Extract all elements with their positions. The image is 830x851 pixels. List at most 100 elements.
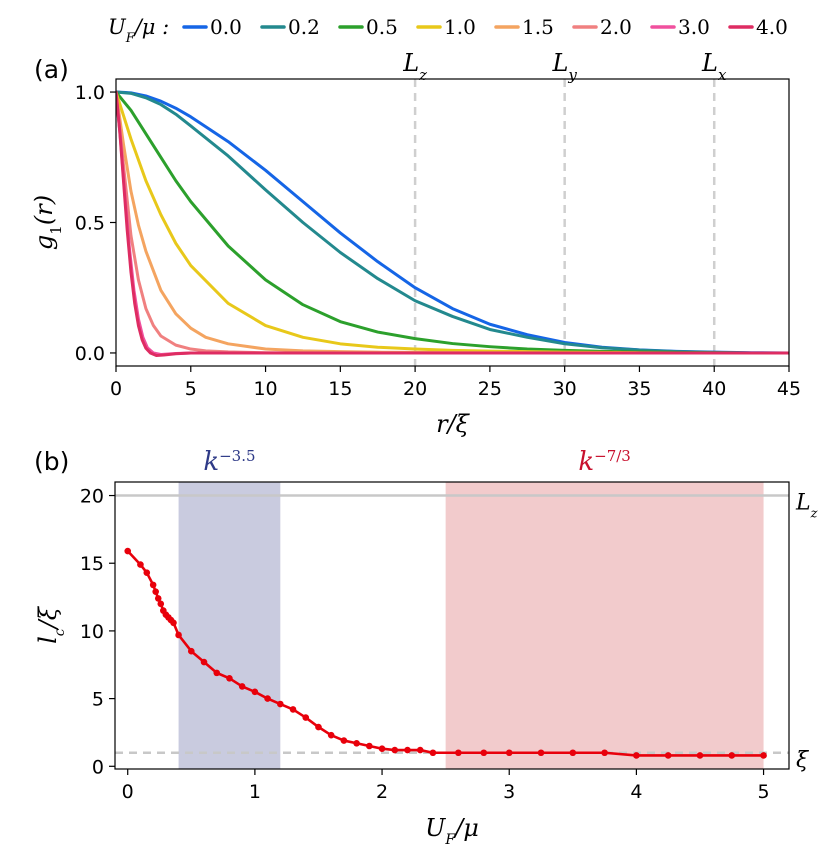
vline-label-lx: Lx [701, 49, 727, 84]
legend-label-0-0: 0.0 [210, 15, 242, 39]
lc-data-point [251, 688, 259, 696]
a-xtick-label: 15 [328, 378, 352, 400]
lc-data-point [175, 631, 182, 639]
series-line-0-0 [116, 90, 789, 355]
legend-label-0-2: 0.2 [288, 15, 320, 39]
lc-data-point [416, 746, 424, 754]
lc-data-point [289, 706, 297, 713]
lc-data-point [537, 749, 545, 757]
lc-data-point [664, 752, 672, 759]
a-xtick-label: 25 [478, 378, 502, 400]
lc-data-point [760, 752, 767, 759]
legend-label-3-0: 3.0 [678, 15, 710, 39]
b-x-ticks: 0 1 2 3 4 5 [122, 769, 770, 803]
lc-data-point [137, 561, 144, 568]
lc-data-point [327, 731, 335, 739]
a-xtick-label: 45 [777, 378, 801, 400]
lc-data-point [124, 547, 132, 555]
lc-data-point [315, 723, 322, 731]
lc-data-point [366, 742, 373, 750]
b-ytick-label: 15 [80, 553, 104, 575]
legend: UF/μ : 0.0 0.2 0.5 1.0 1.5 2.0 3.0 4.0 [108, 15, 788, 46]
a-xtick-label: 40 [702, 378, 726, 400]
a-y-ticks: 0.0 0.5 1.0 [75, 82, 116, 365]
lc-data-point [455, 749, 462, 757]
lc-data-point [340, 737, 348, 744]
lc-data-point [480, 749, 488, 757]
a-xlabel-text: r/ξ [436, 410, 471, 438]
a-series-group [116, 90, 789, 358]
lc-data-point [505, 749, 513, 757]
lc-data-point [264, 695, 271, 702]
b-xtick-label: 1 [249, 781, 261, 803]
a-xtick-label: 5 [185, 378, 197, 400]
b-x-axis-label: UF/μ [425, 814, 479, 848]
a-plot-frame [115, 78, 790, 367]
a-xtick-label: 35 [627, 378, 651, 400]
b-ylabel-text: lc/ξ [34, 605, 68, 644]
legend-label-2-0: 2.0 [600, 15, 632, 39]
legend-title: UF/μ : [108, 15, 169, 46]
lc-data-point [188, 647, 195, 655]
series-line-0-5 [116, 90, 789, 355]
legend-label-1-0: 1.0 [444, 15, 476, 39]
lc-data-point [277, 700, 284, 708]
a-xtick-label: 20 [403, 378, 427, 400]
lc-data-point [226, 675, 233, 682]
b-plot-frame [114, 481, 790, 770]
series-line-0-2 [116, 90, 789, 355]
b-xtick-label: 0 [122, 781, 134, 803]
b-xtick-label: 4 [630, 781, 642, 803]
series-line-4-0 [116, 90, 789, 358]
a-ylabel-text: g1(r) [30, 195, 65, 250]
b-xtick-label: 2 [376, 781, 388, 803]
shaded-region-2 [445, 482, 764, 769]
lc-data-point [170, 619, 177, 627]
b-xtick-label: 3 [503, 781, 515, 803]
shaded-region-1 [178, 482, 281, 769]
b-shaded-regions: k−3.5 k−7/3 [178, 447, 764, 769]
shaded-region-label-1: k−3.5 [203, 447, 255, 477]
vline-label-ly: Ly [551, 49, 577, 84]
lc-data-point [404, 746, 411, 754]
lc-data-point [302, 714, 310, 721]
lc-data-point [149, 581, 157, 589]
lc-data-point [378, 745, 386, 752]
lc-data-point [157, 600, 165, 608]
legend-label-0-5: 0.5 [366, 15, 398, 39]
lc-data-point [391, 746, 399, 754]
b-series-group [124, 547, 767, 759]
panel-b-label: (b) [34, 447, 69, 476]
a-ytick-label: 0.0 [75, 343, 105, 365]
lc-data-point [353, 739, 360, 747]
b-ytick-label: 10 [80, 621, 104, 643]
a-xtick-label: 30 [553, 378, 577, 400]
lc-data-point [154, 595, 162, 602]
b-ytick-label: 5 [92, 689, 104, 711]
legend-label-1-5: 1.5 [522, 15, 554, 39]
lc-data-point [143, 569, 151, 576]
legend-label-4-0: 4.0 [756, 15, 788, 39]
a-ytick-label: 0.5 [75, 213, 105, 235]
b-y-ticks: 0 5 10 15 20 [80, 486, 115, 778]
lc-data-point [213, 669, 221, 677]
b-xlabel-text: UF/μ [425, 814, 479, 848]
lc-data-point [696, 752, 704, 759]
a-x-ticks: 0 5 10 15 20 25 30 35 40 45 [110, 366, 801, 400]
series-line-1-0 [116, 90, 789, 355]
lc-data-point [633, 752, 640, 759]
hline-label-lz: Lz [795, 491, 818, 521]
b-xtick-label: 5 [758, 781, 770, 803]
a-xtick-label: 10 [253, 378, 277, 400]
lc-data-point [200, 658, 208, 666]
series-line-2-0 [116, 90, 789, 355]
hline-label-xi: ξ [796, 748, 810, 773]
panel-a-label: (a) [34, 55, 69, 84]
b-y-axis-label: lc/ξ [34, 605, 68, 644]
a-y-axis-label: g1(r) [30, 195, 65, 250]
shaded-region-label-2: k−7/3 [578, 447, 630, 477]
b-ytick-label: 20 [80, 486, 104, 508]
lc-data-point [601, 749, 608, 757]
lc-data-point [728, 752, 736, 759]
